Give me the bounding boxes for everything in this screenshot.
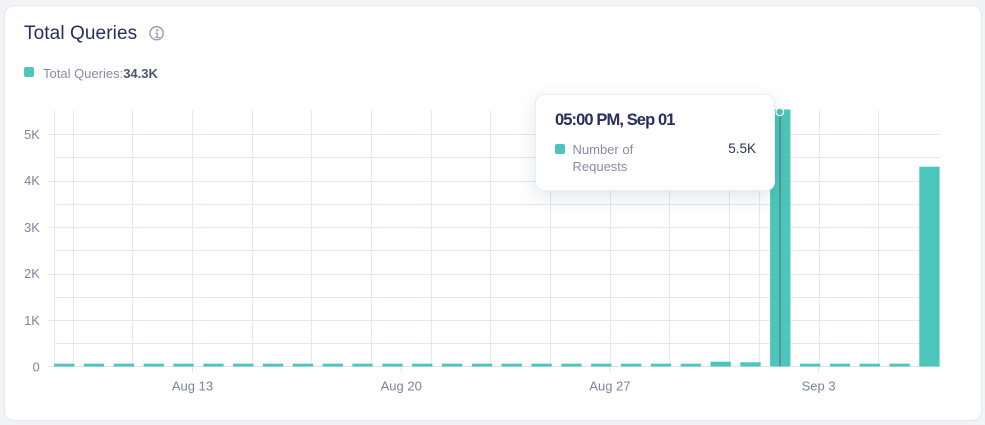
svg-text:Aug 27: Aug 27 <box>589 379 630 394</box>
svg-text:4K: 4K <box>24 173 40 188</box>
svg-text:1K: 1K <box>24 313 40 328</box>
svg-text:5K: 5K <box>24 127 40 142</box>
svg-text:Aug 20: Aug 20 <box>381 379 422 394</box>
svg-text:0: 0 <box>33 360 40 375</box>
svg-text:3K: 3K <box>24 220 40 235</box>
svg-text:2K: 2K <box>24 266 40 281</box>
svg-text:Aug 13: Aug 13 <box>172 379 213 394</box>
svg-text:Sep 3: Sep 3 <box>802 379 836 394</box>
